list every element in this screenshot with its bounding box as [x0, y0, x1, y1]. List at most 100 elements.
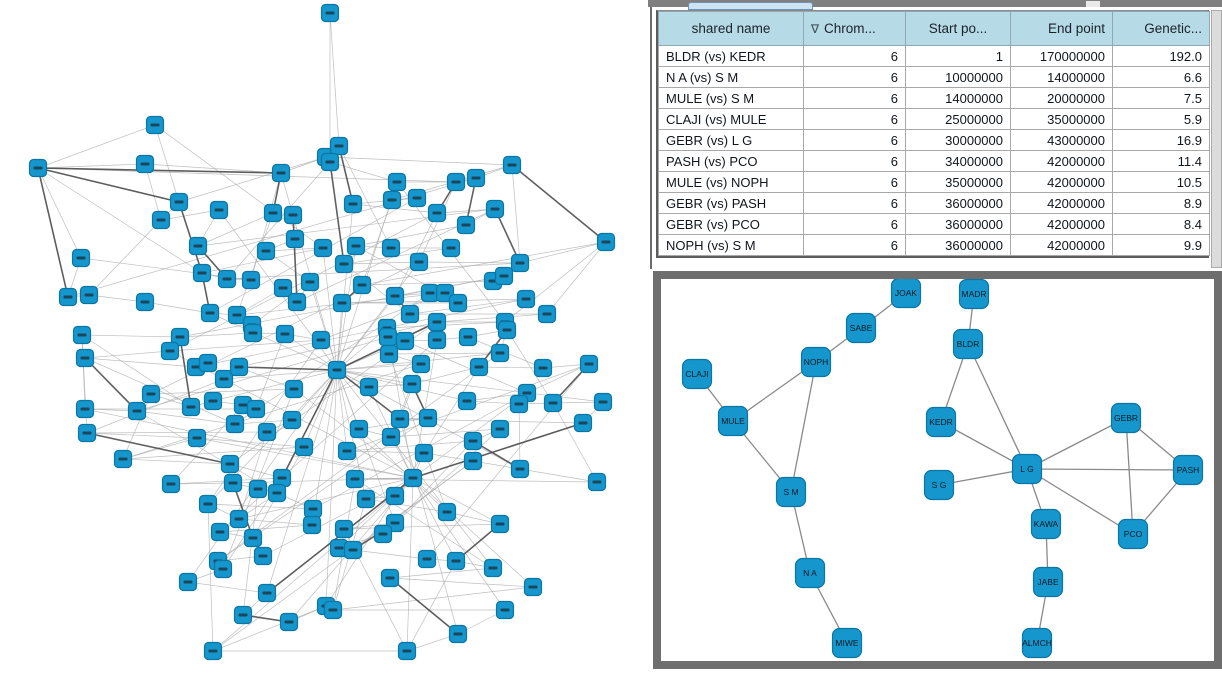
- network-edge[interactable]: [238, 366, 338, 371]
- network-edge[interactable]: [504, 241, 607, 323]
- column-header-end-point[interactable]: End point: [1010, 11, 1113, 46]
- network-edge[interactable]: [418, 261, 521, 264]
- network-edge[interactable]: [37, 167, 82, 259]
- table-cell[interactable]: 9.9: [1112, 234, 1210, 256]
- table-cell[interactable]: MULE (vs) S M: [658, 87, 804, 109]
- table-cell[interactable]: 30000000: [905, 129, 1011, 151]
- table-cell[interactable]: N A (vs) S M: [658, 66, 804, 88]
- network-edge[interactable]: [88, 219, 162, 296]
- network-view-main[interactable]: [0, 0, 650, 669]
- network-edge[interactable]: [552, 402, 598, 483]
- table-row[interactable]: PASH (vs) PCO 6 34000000 42000000 11.4: [658, 150, 1210, 172]
- network-edge[interactable]: [519, 241, 607, 264]
- network-edge[interactable]: [336, 369, 413, 385]
- network-edge[interactable]: [86, 432, 231, 465]
- network-node-miwe[interactable]: [831, 627, 863, 659]
- network-edge[interactable]: [790, 361, 817, 493]
- network-edge[interactable]: [399, 418, 459, 635]
- network-edge[interactable]: [511, 164, 521, 264]
- network-node-joak[interactable]: [890, 277, 922, 309]
- network-edge[interactable]: [511, 164, 607, 243]
- network-edge[interactable]: [187, 369, 338, 583]
- table-row[interactable]: GEBR (vs) PCO 6 36000000 42000000 8.4: [658, 213, 1210, 235]
- table-cell[interactable]: 10.5: [1112, 171, 1210, 193]
- network-node-pco[interactable]: [1117, 518, 1149, 550]
- network-edge[interactable]: [238, 366, 295, 390]
- network-edge[interactable]: [336, 369, 468, 402]
- table-cell[interactable]: PASH (vs) PCO: [658, 150, 804, 172]
- network-edge[interactable]: [266, 369, 338, 594]
- network-edge[interactable]: [217, 352, 501, 562]
- network-edge[interactable]: [436, 313, 548, 323]
- network-node-kawa[interactable]: [1030, 508, 1062, 540]
- network-edge[interactable]: [201, 247, 324, 274]
- network-edge[interactable]: [122, 393, 152, 460]
- table-cell[interactable]: GEBR (vs) PCO: [658, 213, 804, 235]
- network-edge[interactable]: [389, 577, 534, 588]
- table-row[interactable]: NOPH (vs) S M 6 36000000 42000000 9.9: [658, 234, 1210, 256]
- network-node-s-m[interactable]: [775, 476, 807, 508]
- network-node-gebr[interactable]: [1110, 402, 1142, 434]
- table-cell[interactable]: GEBR (vs) L G: [658, 129, 804, 151]
- network-edge[interactable]: [365, 498, 448, 513]
- table-cell[interactable]: 1: [905, 45, 1011, 67]
- network-edge[interactable]: [234, 419, 293, 425]
- network-edge[interactable]: [336, 295, 396, 371]
- network-edge[interactable]: [404, 340, 528, 394]
- table-cell[interactable]: 42000000: [1010, 150, 1113, 172]
- table-cell[interactable]: 6: [803, 108, 906, 130]
- table-cell[interactable]: CLAJI (vs) MULE: [658, 108, 804, 130]
- table-cell[interactable]: 6: [803, 234, 906, 256]
- network-edge[interactable]: [223, 369, 338, 380]
- network-edge[interactable]: [236, 212, 274, 316]
- network-edge[interactable]: [329, 161, 398, 183]
- network-edge[interactable]: [250, 172, 282, 281]
- network-edge[interactable]: [178, 201, 203, 274]
- network-edge[interactable]: [354, 478, 598, 483]
- table-cell[interactable]: 6: [803, 66, 906, 88]
- network-edge[interactable]: [86, 378, 225, 434]
- network-edge[interactable]: [207, 503, 314, 510]
- network-edge[interactable]: [88, 294, 146, 303]
- network-edge[interactable]: [37, 167, 282, 174]
- table-row[interactable]: BLDR (vs) KEDR 6 1 170000000 192.0: [658, 45, 1210, 67]
- table-vertical-scrollbar[interactable]: [1211, 10, 1222, 268]
- table-cell[interactable]: 11.4: [1112, 150, 1210, 172]
- network-edge[interactable]: [37, 167, 69, 298]
- network-edge[interactable]: [207, 503, 214, 652]
- table-cell[interactable]: NOPH (vs) S M: [658, 234, 804, 256]
- network-edge[interactable]: [409, 298, 527, 315]
- network-edge[interactable]: [967, 343, 1028, 470]
- network-edge[interactable]: [325, 156, 513, 166]
- table-cell[interactable]: 6.6: [1112, 66, 1210, 88]
- network-node-noph[interactable]: [800, 346, 832, 378]
- network-edge[interactable]: [219, 492, 278, 533]
- network-node-almch[interactable]: [1021, 627, 1053, 659]
- network-edge[interactable]: [389, 577, 459, 635]
- network-edge[interactable]: [336, 369, 348, 452]
- network-edge[interactable]: [388, 352, 501, 355]
- network-edge[interactable]: [506, 329, 554, 404]
- network-edge[interactable]: [390, 428, 501, 438]
- table-cell[interactable]: 6: [803, 87, 906, 109]
- network-node-pash[interactable]: [1172, 454, 1204, 486]
- network-edge[interactable]: [518, 403, 521, 470]
- table-cell[interactable]: 42000000: [1010, 213, 1113, 235]
- network-edge[interactable]: [361, 280, 494, 286]
- network-node-bldr[interactable]: [952, 328, 984, 360]
- network-edge[interactable]: [150, 388, 295, 395]
- network-node-madr[interactable]: [958, 278, 990, 310]
- table-cell[interactable]: 20000000: [1010, 87, 1113, 109]
- table-cell[interactable]: 34000000: [905, 150, 1011, 172]
- table-cell[interactable]: 6: [803, 192, 906, 214]
- network-edge[interactable]: [336, 302, 343, 371]
- table-cell[interactable]: 36000000: [905, 213, 1011, 235]
- network-node-claji[interactable]: [681, 358, 713, 390]
- network-edge[interactable]: [309, 281, 338, 371]
- network-edge[interactable]: [406, 560, 457, 652]
- network-edge[interactable]: [336, 369, 396, 524]
- table-cell[interactable]: 42000000: [1010, 171, 1113, 193]
- network-edge[interactable]: [86, 432, 198, 439]
- column-header-shared-name[interactable]: shared name: [658, 11, 804, 46]
